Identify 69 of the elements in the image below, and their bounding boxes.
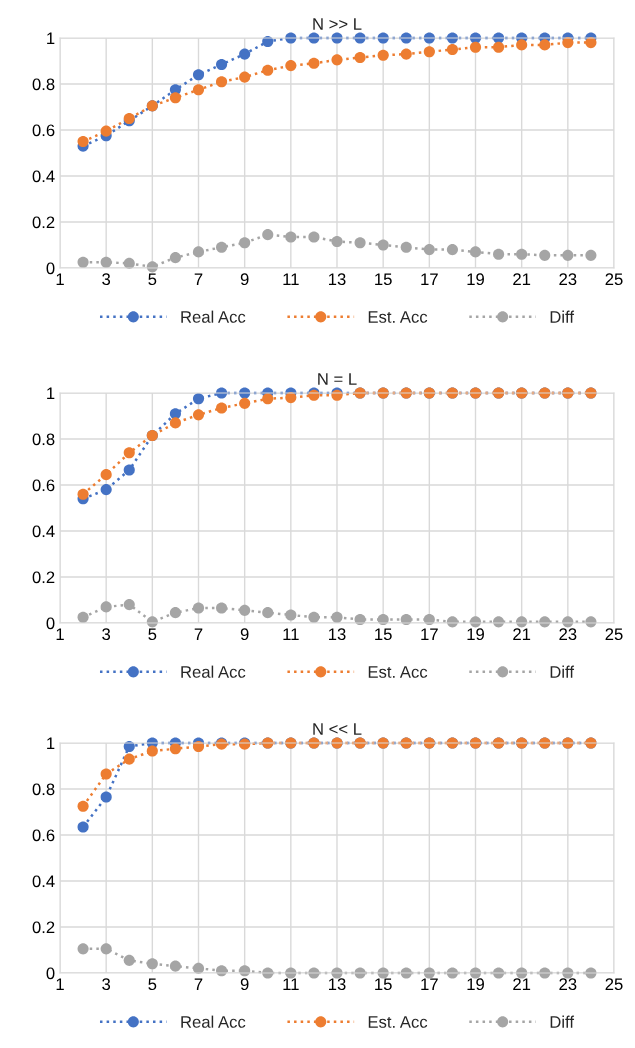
x-tick-label: 9 (240, 273, 249, 286)
y-tick-label: 0.4 (32, 875, 55, 888)
y-tick-label: 1 (47, 387, 55, 400)
y-tick-label: 0.2 (32, 216, 55, 229)
x-tick-label: 25 (605, 628, 623, 641)
y-tick-label: 0.2 (32, 571, 55, 584)
x-tick-label: 21 (513, 978, 531, 990)
x-tick-label: 21 (513, 273, 531, 285)
x-tick-label: 9 (240, 628, 249, 641)
y-tick-label: 0 (46, 617, 55, 630)
x-tick-label: 5 (148, 978, 157, 991)
legend-label: Diff (550, 1015, 575, 1028)
x-tick-label: 13 (329, 978, 346, 991)
legend-label: Est. Acc (368, 1016, 428, 1028)
x-tick-label: 3 (102, 628, 111, 641)
y-tick-label: 1 (47, 32, 55, 45)
x-tick-label: 19 (467, 628, 484, 641)
x-tick-label: 11 (283, 628, 299, 640)
x-tick-label: 7 (194, 273, 203, 285)
x-tick-label: 19 (467, 978, 484, 991)
y-tick-label: 0.6 (32, 124, 55, 137)
x-tick-label: 7 (194, 628, 203, 640)
x-tick-label: 23 (559, 273, 577, 286)
y-tick-label: 0.8 (32, 433, 55, 446)
y-tick-label: 0.8 (32, 783, 55, 796)
x-tick-label: 7 (194, 978, 203, 990)
legend-label: Est. Acc (368, 666, 428, 678)
legend-label: Diff (550, 310, 575, 323)
x-tick-label: 5 (148, 273, 157, 286)
x-tick-label: 1 (56, 978, 64, 990)
chart-title: N >> L (313, 18, 362, 30)
x-tick-label: 23 (559, 978, 577, 991)
y-tick-label: 0.6 (32, 829, 55, 842)
x-tick-label: 13 (329, 273, 346, 286)
x-tick-label: 19 (467, 273, 484, 286)
x-tick-label: 3 (102, 978, 111, 991)
x-tick-label: 17 (421, 978, 438, 990)
x-tick-label: 17 (421, 628, 438, 640)
x-tick-label: 15 (375, 628, 392, 641)
x-tick-label: 17 (421, 273, 438, 285)
chart-title: N << L (313, 723, 362, 735)
y-tick-label: 0.8 (32, 78, 55, 91)
legend-label: Diff (550, 665, 575, 678)
legend-label: Real Acc (181, 1015, 246, 1028)
y-tick-label: 0.6 (32, 479, 55, 492)
x-tick-label: 25 (605, 978, 623, 991)
x-tick-label: 1 (56, 273, 64, 285)
y-tick-label: 0.4 (32, 170, 55, 183)
legend-label: Est. Acc (368, 311, 428, 323)
x-tick-label: 5 (148, 628, 157, 641)
x-tick-label: 9 (240, 978, 249, 991)
x-tick-label: 3 (102, 273, 111, 286)
x-tick-label: 25 (605, 273, 623, 286)
y-tick-label: 0.4 (32, 525, 55, 538)
x-tick-label: 23 (559, 628, 577, 641)
chart-title: N = L (318, 373, 357, 385)
y-tick-label: 0 (46, 967, 55, 980)
x-tick-label: 11 (283, 978, 299, 990)
legend-label: Real Acc (181, 310, 246, 323)
y-tick-label: 1 (47, 737, 55, 750)
x-tick-label: 1 (56, 628, 64, 640)
y-tick-label: 0 (46, 262, 55, 275)
x-tick-label: 11 (283, 273, 299, 285)
x-tick-label: 15 (375, 273, 392, 286)
x-tick-label: 13 (329, 628, 346, 641)
legend-label: Real Acc (181, 665, 246, 678)
x-tick-label: 21 (513, 628, 531, 640)
y-tick-label: 0.2 (32, 921, 55, 934)
x-tick-label: 15 (375, 978, 392, 991)
